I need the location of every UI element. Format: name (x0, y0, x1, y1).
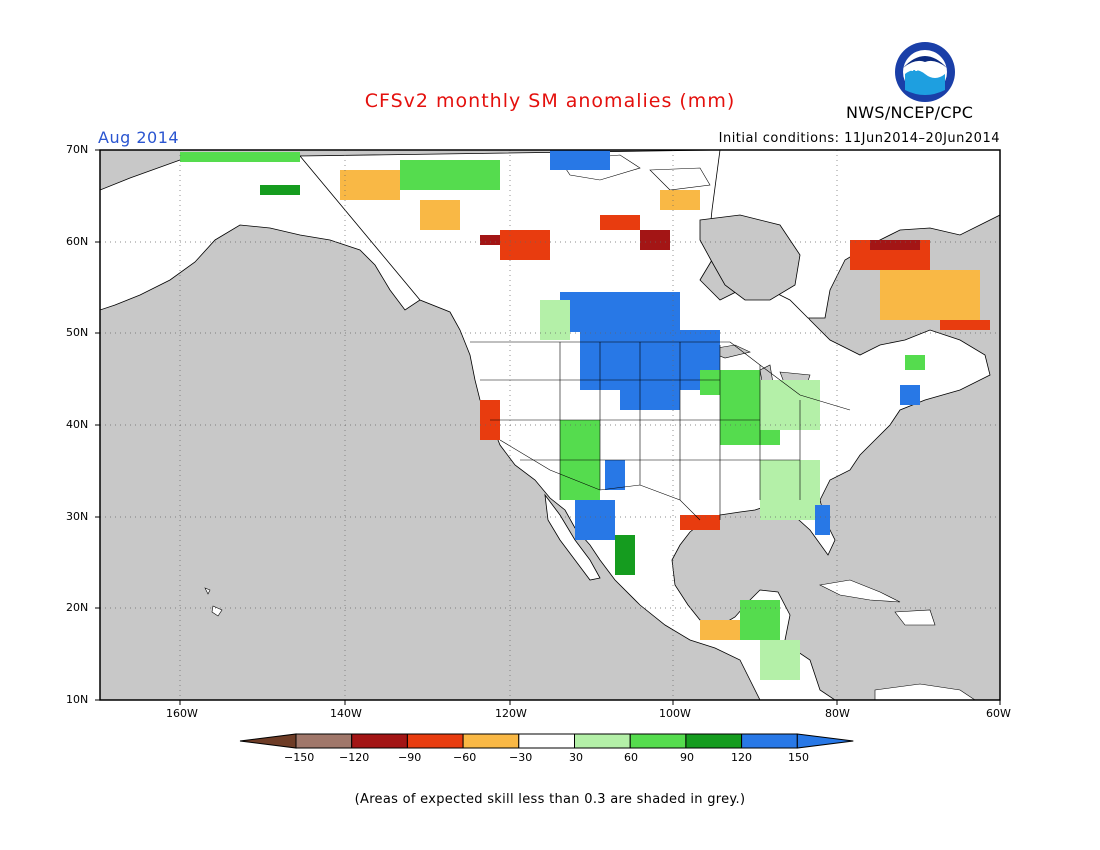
legend-label-minus120: −120 (339, 751, 370, 764)
forecast-period: Aug 2014 (98, 128, 180, 147)
legend-label-minus60: −60 (453, 751, 477, 764)
noaa-logo: NOAA (895, 42, 955, 102)
initial-conditions: Initial conditions: 11Jun2014–20Jun2014 (718, 131, 1000, 146)
agency-label: NWS/NCEP/CPC (846, 103, 974, 122)
noaa-logo-text: NOAA (911, 64, 940, 74)
legend-cell (295, 733, 353, 749)
lat-label-60n: 60N (66, 235, 89, 248)
lat-label-10n: 10N (66, 693, 89, 706)
legend-label-120: 120 (731, 751, 752, 764)
lat-label-50n: 50N (66, 326, 89, 339)
lat-label-70n: 70N (66, 143, 89, 156)
legend-label-30: 30 (569, 751, 583, 764)
lon-label-60w: 60W (986, 707, 1011, 720)
legend-cell (406, 733, 464, 749)
legend-cell (574, 733, 631, 749)
lat-label-30n: 30N (66, 510, 89, 523)
lon-label-160w: 160W (166, 707, 198, 720)
lat-label-20n: 20N (66, 601, 89, 614)
legend-cell (685, 733, 743, 749)
legend-arrow-low (239, 733, 297, 749)
lon-label-100w: 100W (659, 707, 691, 720)
legend-cell (629, 733, 687, 749)
map-title: CFSv2 monthly SM anomalies (mm) (364, 90, 736, 112)
legend-arrow-high (796, 733, 854, 749)
legend-label-minus30: −30 (509, 751, 533, 764)
legend-cell (462, 733, 520, 749)
color-legend (239, 733, 854, 749)
lon-label-120w: 120W (495, 707, 527, 720)
legend-label-60: 60 (624, 751, 638, 764)
lon-label-140w: 140W (330, 707, 362, 720)
lat-label-40n: 40N (66, 418, 89, 431)
legend-label-minus90: −90 (398, 751, 422, 764)
skill-note: (Areas of expected skill less than 0.3 a… (354, 792, 746, 807)
land-layer (100, 150, 1000, 700)
political-borders (470, 341, 851, 521)
legend-cell (518, 733, 575, 749)
legend-label-150: 150 (788, 751, 809, 764)
graticule (100, 150, 1000, 700)
legend-cell (741, 733, 798, 749)
legend-label-minus150: −150 (284, 751, 315, 764)
legend-cell (351, 733, 408, 749)
legend-label-90: 90 (680, 751, 694, 764)
lon-label-80w: 80W (825, 707, 850, 720)
